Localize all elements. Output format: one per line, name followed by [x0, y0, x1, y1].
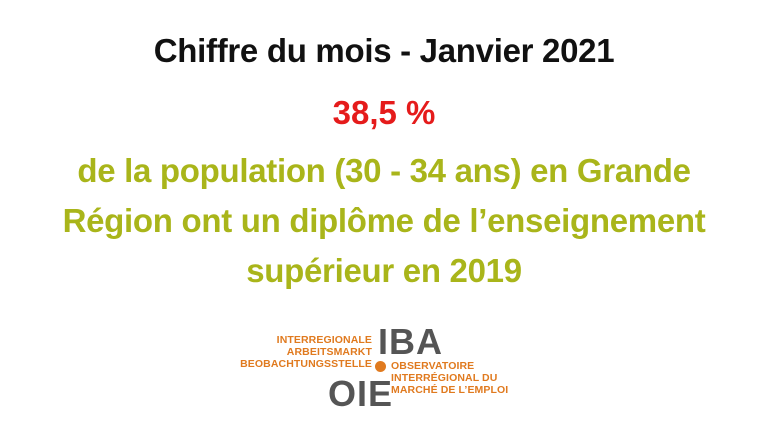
page-title: Chiffre du mois - Janvier 2021 — [153, 32, 615, 69]
logo-de-line-3: BEOBACHTUNGSSTELLE — [240, 358, 372, 370]
description-line-3: supérieur en 2019 — [246, 252, 522, 289]
logo-de-text: INTERREGIONALE ARBEITSMARKT BEOBACHTUNGS… — [240, 334, 372, 370]
description-line-2: Région ont un diplôme de l’enseignement — [62, 202, 706, 239]
logo-fr-line-1: OBSERVATOIRE — [391, 360, 475, 372]
logo-dot-icon — [375, 361, 386, 372]
logo-fr-line-2: INTERRÉGIONAL DU — [391, 372, 498, 384]
figure-description: de la population (30 - 34 ans) en Grande… — [0, 146, 768, 296]
logo-de-line-2: ARBEITSMARKT — [286, 346, 372, 358]
description-line-1: de la population (30 - 34 ans) en Grande — [77, 152, 691, 189]
logo-fr-line-3: MARCHÉ DE L’EMPLOI — [391, 384, 509, 396]
logo-fr-text: OBSERVATOIRE INTERRÉGIONAL DU MARCHÉ DE … — [391, 360, 508, 396]
logo-oie-letters: OIE — [328, 373, 394, 414]
key-figure: 38,5 % — [332, 94, 436, 131]
iba-oie-logo: INTERREGIONALE ARBEITSMARKT BEOBACHTUNGS… — [0, 318, 768, 418]
logo-de-line-1: INTERREGIONALE — [276, 334, 372, 346]
logo-iba-letters: IBA — [378, 321, 443, 362]
